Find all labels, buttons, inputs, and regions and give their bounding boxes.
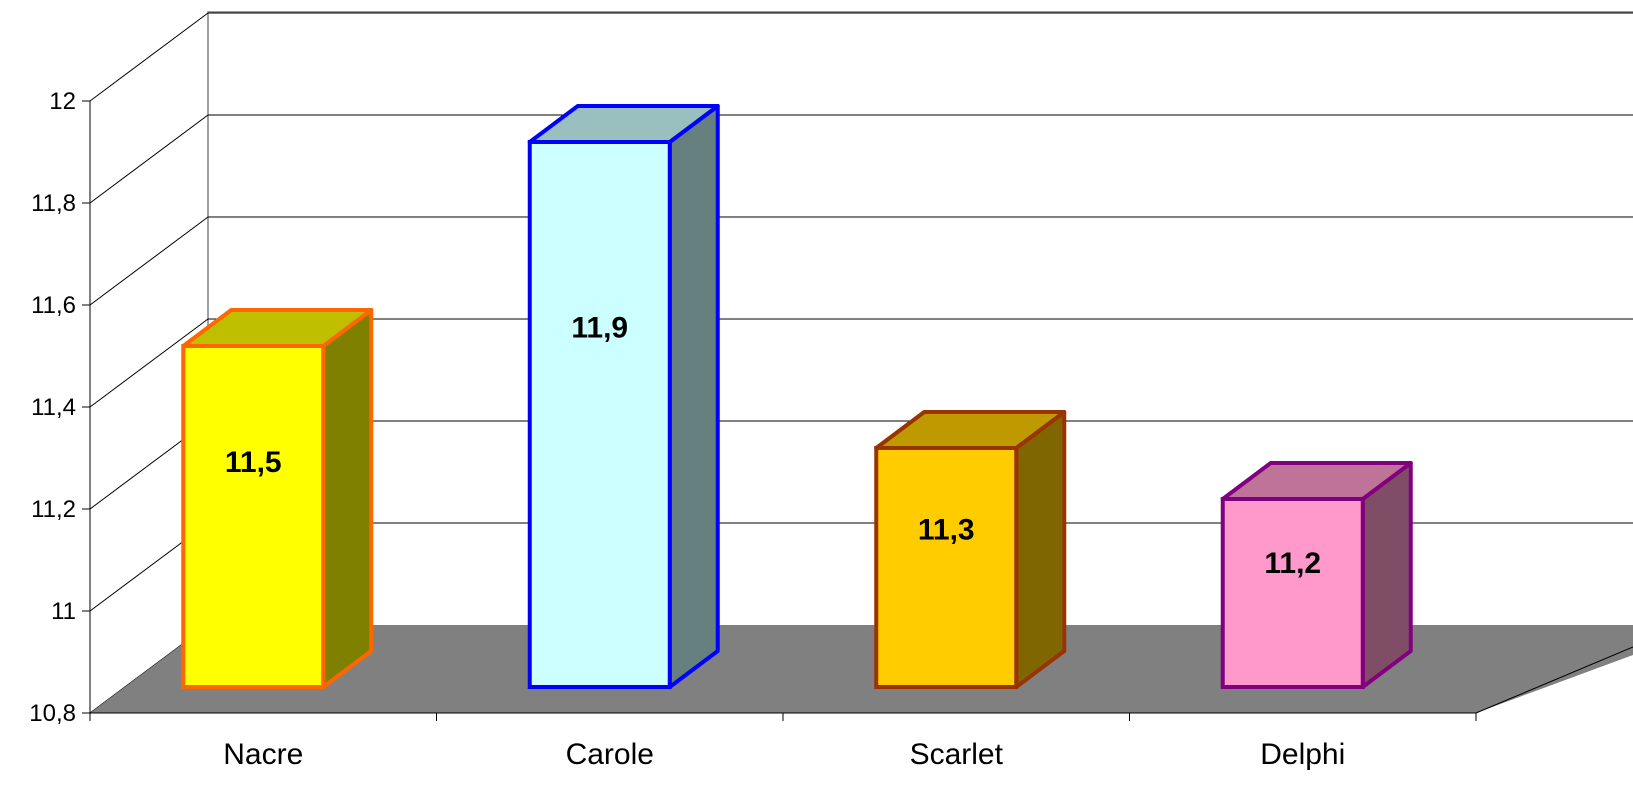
floor-right-edge <box>1475 646 1633 714</box>
data-label: 11,2 <box>1264 547 1321 580</box>
data-label: 11,5 <box>225 446 282 479</box>
side-wall-gridline <box>89 12 209 102</box>
y-tick-label: 11,6 <box>31 292 76 319</box>
labels: 10,8 11 11,2 11,4 11,6 11,8 12 11,5 Nacre 11,9 Car… <box>29 88 1345 771</box>
bar-side-face <box>1360 461 1413 689</box>
bar-side-face <box>1014 410 1067 689</box>
bar-series <box>181 104 1413 689</box>
bar-side-face <box>321 308 374 689</box>
side-wall-gridline <box>89 114 209 204</box>
y-tick-label: 11 <box>51 598 76 625</box>
data-label: 11,9 <box>571 311 628 344</box>
y-tick-label: 11,4 <box>31 394 76 421</box>
y-axis <box>82 100 1477 721</box>
bar-front-face <box>527 140 672 689</box>
bar-nacre <box>181 308 374 689</box>
x-tick-label: Delphi <box>1260 738 1345 771</box>
side-wall-gridline <box>89 216 209 306</box>
data-label: 11,3 <box>918 513 975 546</box>
y-tick-label: 11,8 <box>31 190 76 217</box>
y-tick-label: 12 <box>49 88 76 115</box>
bar-scarlet <box>874 410 1067 689</box>
side-wall-gridline <box>89 318 209 408</box>
bar-side-face <box>667 104 720 689</box>
y-tick-label: 11,2 <box>31 496 76 523</box>
x-tick-label: Scarlet <box>910 738 1004 771</box>
bar-front-face <box>181 344 326 689</box>
x-tick-label: Carole <box>566 738 654 771</box>
bar-front-face <box>1220 497 1365 689</box>
x-tick-label: Nacre <box>223 738 303 771</box>
y-tick-label: 10,8 <box>29 700 76 727</box>
bar-delphi <box>1220 461 1413 689</box>
bar-front-face <box>874 446 1019 689</box>
bar-carole <box>527 104 720 689</box>
